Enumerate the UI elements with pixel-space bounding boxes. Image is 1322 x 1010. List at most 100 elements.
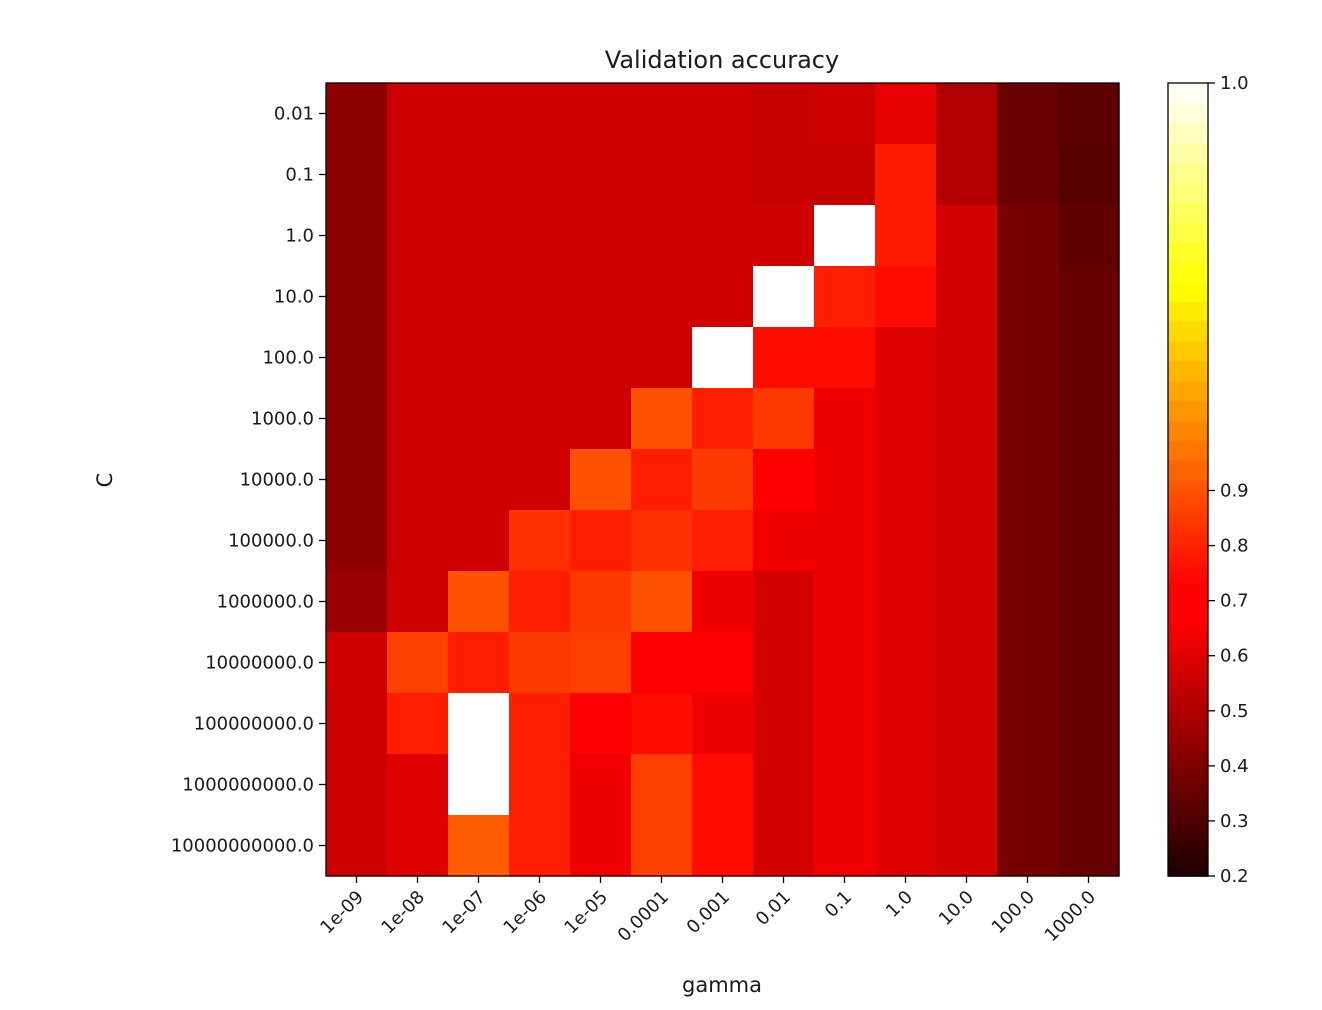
heatmap-cell xyxy=(1058,266,1120,328)
x-tick-label: 1.0 xyxy=(882,887,917,922)
heatmap-cell xyxy=(936,815,998,877)
x-tick-label: 0.001 xyxy=(683,887,734,938)
heatmap-cell xyxy=(692,83,754,145)
colorbar-segment xyxy=(1168,829,1208,833)
heatmap-cell xyxy=(692,815,754,877)
heatmap-cell xyxy=(509,205,571,267)
y-tick-label: 100000000.0 xyxy=(194,714,314,735)
colorbar-segment xyxy=(1168,561,1208,564)
heatmap-cell xyxy=(448,693,510,755)
colorbar-segment xyxy=(1168,613,1208,617)
colorbar-segment xyxy=(1168,712,1208,716)
colorbar-tick-label: 0.2 xyxy=(1220,866,1249,887)
colorbar-segment xyxy=(1168,849,1208,853)
colorbar-segment xyxy=(1168,600,1208,604)
heatmap-cell xyxy=(692,205,754,267)
colorbar-segment xyxy=(1168,671,1208,675)
colorbar-segment xyxy=(1168,83,1208,104)
y-tick-label: 1.0 xyxy=(285,226,314,247)
heatmap-cell xyxy=(997,754,1059,816)
colorbar-segment xyxy=(1168,735,1208,739)
colorbar-segment xyxy=(1168,796,1208,800)
heatmap-cell xyxy=(1058,449,1120,511)
heatmap-cell xyxy=(753,388,815,450)
heatmap-cell xyxy=(692,693,754,755)
colorbar-segment xyxy=(1168,838,1208,842)
y-tick-labels: 0.01 0.1 1.0 10.0 100.0 1000.0 10000.0 100000.0… xyxy=(171,104,326,857)
heatmap-cell xyxy=(448,510,510,572)
colorbar-tick-label: 0.7 xyxy=(1220,591,1249,612)
colorbar-segment xyxy=(1168,666,1208,670)
colorbar-segment xyxy=(1168,633,1208,637)
colorbar-segment xyxy=(1168,772,1208,776)
heatmap-cell xyxy=(509,571,571,633)
colorbar-segment xyxy=(1168,567,1208,571)
colorbar-segment xyxy=(1168,785,1208,789)
heatmap-cell xyxy=(692,571,754,633)
heatmap-cell xyxy=(570,815,632,877)
heatmap-cell xyxy=(448,83,510,145)
heatmap-cell xyxy=(631,144,693,206)
colorbar-segment xyxy=(1168,664,1208,668)
heatmap-cell xyxy=(326,205,388,267)
heatmap-cell xyxy=(997,266,1059,328)
heatmap-cell xyxy=(387,327,449,389)
heatmap-cell xyxy=(753,510,815,572)
colorbar-segment xyxy=(1168,673,1208,677)
heatmap-cell xyxy=(814,327,876,389)
colorbar-segment xyxy=(1168,514,1208,518)
colorbar-segment xyxy=(1168,516,1208,520)
colorbar-segment xyxy=(1168,616,1208,620)
heatmap-cell xyxy=(753,693,815,755)
colorbar-segment xyxy=(1168,519,1208,523)
colorbar-segment xyxy=(1168,651,1208,655)
colorbar-segment xyxy=(1168,545,1208,549)
colorbar-segment xyxy=(1168,792,1208,796)
colorbar-segment xyxy=(1168,717,1208,721)
heatmap-cell xyxy=(814,83,876,145)
colorbar-segment xyxy=(1168,558,1208,562)
colorbar-segment xyxy=(1168,657,1208,661)
colorbar-tick-label: 0.6 xyxy=(1220,646,1249,667)
colorbar-frame xyxy=(1167,82,1209,877)
colorbar-segment xyxy=(1168,554,1208,558)
heatmap-cell xyxy=(1058,571,1120,633)
heatmap-cell xyxy=(448,327,510,389)
heatmap-cell xyxy=(448,449,510,511)
colorbar-segment xyxy=(1168,261,1208,283)
heatmap-cell xyxy=(509,815,571,877)
heatmap-cell xyxy=(387,693,449,755)
heatmap-cell xyxy=(997,693,1059,755)
colorbar-segment xyxy=(1168,823,1208,827)
colorbar-segment xyxy=(1168,697,1208,701)
heatmap-cell xyxy=(509,266,571,328)
heatmap-cell xyxy=(631,815,693,877)
colorbar-segment xyxy=(1168,585,1208,589)
x-tick-label: 0.0001 xyxy=(614,887,673,946)
y-tick-label: 100.0 xyxy=(262,348,314,369)
colorbar-segment xyxy=(1168,360,1208,382)
colorbar-segment xyxy=(1168,380,1208,401)
colorbar-segment xyxy=(1168,728,1208,732)
colorbar-segment xyxy=(1168,459,1208,481)
colorbar-segment xyxy=(1168,768,1208,772)
colorbar-segment xyxy=(1168,827,1208,831)
heatmap-cell xyxy=(326,510,388,572)
colorbar-segment xyxy=(1168,488,1208,492)
heatmap-cell xyxy=(1058,327,1120,389)
colorbar-segment xyxy=(1168,752,1208,756)
heatmap-cell xyxy=(631,693,693,755)
heatmap-cell xyxy=(692,144,754,206)
heatmap-cell xyxy=(570,83,632,145)
colorbar-segment xyxy=(1168,682,1208,686)
colorbar-segment xyxy=(1168,759,1208,763)
heatmap-cell xyxy=(570,754,632,816)
colorbar-segment xyxy=(1168,536,1208,540)
colorbar-segment xyxy=(1168,677,1208,681)
heatmap-cell xyxy=(936,510,998,572)
colorbar-segment xyxy=(1168,690,1208,694)
colorbar-segment xyxy=(1168,503,1208,507)
heatmap-cells xyxy=(326,83,1120,877)
colorbar-segment xyxy=(1168,572,1208,576)
heatmap-cell xyxy=(570,632,632,694)
